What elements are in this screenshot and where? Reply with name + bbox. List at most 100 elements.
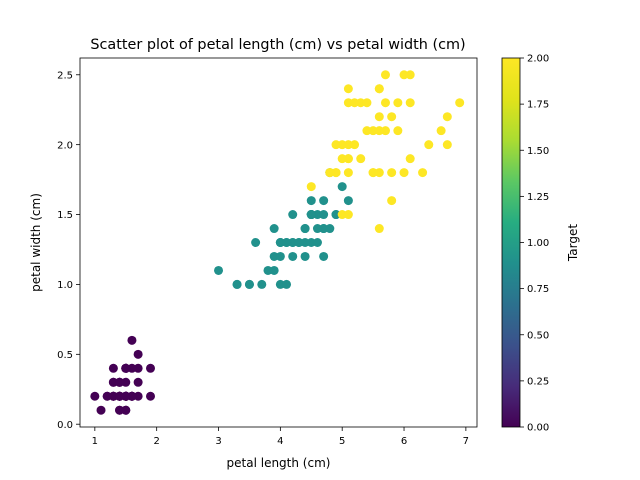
data-point-54 (312, 210, 322, 220)
data-point-144 (380, 70, 390, 80)
data-point-120 (380, 98, 390, 108)
data-point-16 (108, 363, 118, 373)
colorbar-tick-label: 1.00 (527, 238, 549, 249)
data-point-24 (146, 391, 155, 401)
data-point-93 (232, 279, 242, 289)
data-point-132 (374, 112, 384, 122)
x-tick-label: 1 (92, 436, 98, 447)
data-point-90 (300, 251, 310, 261)
data-point-109 (405, 70, 415, 80)
data-point-89 (275, 238, 285, 247)
x-tick-label: 6 (401, 436, 407, 447)
data-point-147 (350, 140, 360, 150)
y-tick-label: 2.0 (57, 140, 73, 151)
data-point-84 (306, 210, 316, 220)
data-point-44 (146, 363, 155, 373)
data-point-75 (300, 224, 310, 234)
data-point-108 (387, 168, 397, 178)
data-point-125 (399, 168, 409, 178)
data-point-61 (288, 210, 298, 220)
colorbar-tick-label: 1.75 (527, 100, 549, 111)
data-point-31 (121, 363, 131, 373)
data-point-100 (399, 70, 409, 80)
data-point-95 (288, 251, 298, 261)
data-point-145 (350, 98, 360, 108)
data-point-79 (244, 279, 254, 289)
colorbar-gradient (501, 57, 521, 428)
data-point-102 (393, 126, 403, 136)
data-point-122 (442, 140, 452, 150)
data-point-128 (374, 126, 384, 136)
data-point-105 (436, 126, 446, 136)
data-point-82 (269, 251, 279, 261)
data-point-148 (362, 98, 372, 108)
data-point-110 (343, 140, 353, 150)
data-point-87 (300, 238, 310, 247)
data-point-141 (343, 98, 353, 108)
data-point-142 (343, 154, 353, 164)
colorbar-tick-label: 0.25 (527, 376, 549, 387)
data-point-86 (319, 210, 329, 220)
data-point-13 (96, 405, 106, 415)
plot-area (79, 57, 478, 428)
data-point-19 (121, 377, 131, 387)
colorbar-tick-label: 0.75 (527, 284, 549, 295)
data-point-56 (319, 196, 329, 206)
colorbar-tick-label: 1.25 (527, 192, 549, 203)
data-point-91 (312, 224, 322, 234)
data-point-43 (127, 335, 137, 345)
data-point-18 (133, 377, 143, 387)
data-point-121 (331, 140, 341, 150)
data-point-83 (343, 196, 353, 206)
data-point-48 (121, 391, 131, 401)
data-point-112 (368, 126, 378, 136)
data-point-62 (275, 279, 285, 289)
data-point-129 (387, 196, 397, 206)
data-point-80 (263, 265, 273, 275)
data-point-113 (337, 140, 347, 150)
data-point-114 (343, 84, 353, 94)
y-tick-label: 1.5 (57, 210, 73, 221)
data-point-115 (356, 98, 366, 108)
data-point-127 (331, 168, 341, 178)
plot-border (79, 57, 478, 428)
colorbar-tick-label: 0.50 (527, 330, 549, 341)
data-point-97 (294, 238, 304, 247)
data-point-58 (312, 238, 322, 247)
data-point-146 (337, 154, 347, 164)
data-point-92 (275, 251, 285, 261)
colorbar-tick-label: 2.00 (527, 54, 549, 65)
data-point-103 (374, 168, 384, 178)
data-point-67 (282, 279, 292, 289)
colorbar-tick-label: 0.00 (527, 423, 549, 434)
scatter-points (90, 70, 465, 415)
x-tick-label: 3 (215, 436, 221, 447)
data-point-37 (115, 405, 125, 415)
data-point-64 (251, 238, 261, 247)
data-point-135 (405, 98, 415, 108)
data-point-59 (269, 224, 279, 234)
data-point-26 (127, 363, 137, 373)
data-point-46 (127, 391, 137, 401)
colorbar-tick-label: 1.50 (527, 146, 549, 157)
data-point-134 (374, 224, 384, 234)
data-point-130 (405, 154, 415, 164)
data-point-5 (133, 363, 143, 373)
data-point-20 (133, 391, 143, 401)
data-point-124 (380, 126, 390, 136)
data-point-143 (393, 98, 403, 108)
data-point-140 (374, 84, 384, 94)
data-point-42 (108, 391, 118, 401)
data-point-32 (121, 405, 131, 415)
data-point-22 (90, 391, 100, 401)
y-tick-label: 0.5 (57, 350, 73, 361)
chart-title: Scatter plot of petal length (cm) vs pet… (90, 37, 465, 53)
colorbar-ticks: 0.00 0.25 0.50 0.75 1.00 1.25 1.50 1.75 2.00 (520, 54, 549, 434)
x-axis: 1 2 3 4 5 6 7 (92, 427, 469, 447)
data-point-72 (331, 210, 341, 220)
data-point-63 (319, 224, 329, 234)
data-point-49 (115, 391, 125, 401)
data-point-77 (337, 182, 347, 192)
y-axis-label: petal width (cm) (29, 193, 43, 292)
